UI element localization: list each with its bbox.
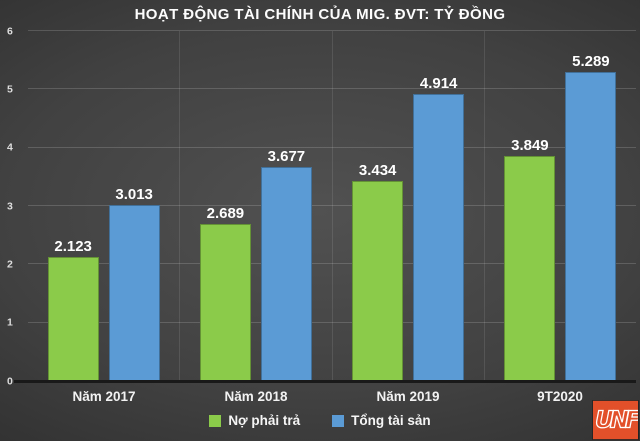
bar-tong-tai-san-4: 5.289 bbox=[565, 54, 617, 381]
legend-swatch-icon bbox=[209, 414, 222, 427]
x-label-3: Năm 2019 bbox=[376, 389, 440, 404]
unf-logo-text: UNF bbox=[595, 408, 638, 434]
y-tick-1: 1 bbox=[7, 316, 13, 329]
bar-no-phai-tra-2: 2.689 bbox=[199, 206, 251, 381]
x-axis-labels: Năm 2017 Năm 2018 Năm 2019 9T2020 bbox=[28, 389, 636, 407]
y-tick-5: 5 bbox=[7, 83, 13, 96]
x-axis-line bbox=[14, 380, 636, 383]
y-tick-0: 0 bbox=[7, 374, 13, 387]
gridline-6 bbox=[28, 30, 636, 31]
plot-area: 2.123 3.013 2.689 3.677 3.434 4.914 3.849 5.289 bbox=[28, 30, 636, 381]
gridline-4 bbox=[28, 146, 636, 148]
bar-value-label: 5.289 bbox=[572, 53, 610, 71]
gridline-3 bbox=[28, 205, 636, 206]
bar-tong-tai-san-3: 4.914 bbox=[413, 76, 465, 381]
legend-item-1: Nợ phải trả bbox=[209, 413, 300, 428]
unf-logo-background bbox=[593, 400, 638, 440]
bar-value-label: 3.434 bbox=[358, 161, 397, 179]
bar-group-4: 3.849 5.289 bbox=[485, 31, 636, 381]
gridline-5 bbox=[28, 88, 636, 90]
y-tick-3: 3 bbox=[7, 199, 13, 212]
bar-no-phai-tra-3: 3.434 bbox=[352, 163, 404, 381]
bar-value-label: 3.677 bbox=[267, 147, 306, 165]
bar-no-phai-tra-4: 3.849 bbox=[504, 138, 556, 381]
gridline-2 bbox=[28, 263, 636, 265]
y-tick-4: 4 bbox=[7, 141, 13, 154]
bar-value-label: 3.849 bbox=[511, 137, 549, 155]
bar-group-1: 2.123 3.013 bbox=[28, 31, 181, 381]
legend: Nợ phải trả Tổng tài sản bbox=[0, 413, 640, 428]
unf-logo-icon: UNF bbox=[593, 400, 638, 440]
chart-title: HOẠT ĐỘNG TÀI CHÍNH CỦA MIG. ĐVT: TỶ ĐỒN… bbox=[134, 6, 506, 23]
bar-value-label: 2.123 bbox=[54, 238, 92, 256]
bar-no-phai-tra-1: 2.123 bbox=[47, 239, 99, 381]
legend-swatch-icon bbox=[332, 414, 345, 427]
legend-label: Tổng tài sản bbox=[351, 413, 431, 428]
legend-item-2: Tổng tài sản bbox=[332, 413, 431, 428]
x-label-1: Năm 2017 bbox=[72, 389, 136, 404]
bar-tong-tai-san-2: 3.677 bbox=[260, 149, 312, 381]
y-axis: 0 1 2 3 4 5 6 bbox=[0, 26, 26, 386]
bar-value-label: 4.914 bbox=[419, 75, 458, 93]
x-label-4: 9T2020 bbox=[537, 389, 583, 404]
y-tick-2: 2 bbox=[7, 258, 13, 271]
bar-value-label: 2.689 bbox=[206, 205, 245, 223]
y-tick-6: 6 bbox=[7, 24, 13, 37]
bar-tong-tai-san-1: 3.013 bbox=[108, 187, 160, 381]
bar-group-2: 2.689 3.677 bbox=[180, 31, 333, 381]
legend-label: Nợ phải trả bbox=[228, 413, 301, 428]
unf-logo: UNF bbox=[592, 400, 639, 440]
bar-group-3: 3.434 4.914 bbox=[333, 31, 485, 381]
x-label-2: Năm 2018 bbox=[224, 389, 288, 404]
gridline-1 bbox=[28, 321, 636, 323]
bar-value-label: 3.013 bbox=[115, 186, 153, 204]
